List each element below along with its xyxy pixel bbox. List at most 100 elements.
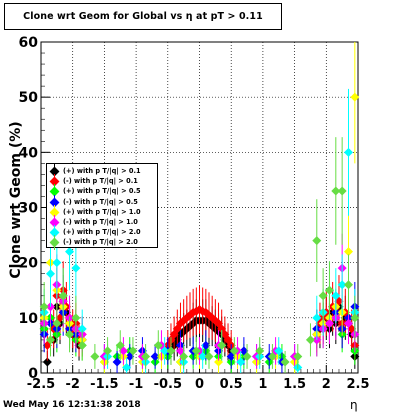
x-tick-label: -1.5 (90, 377, 118, 392)
y-axis-title: Clone wrt Geom (%) (8, 121, 24, 278)
x-tick-label: 1.5 (283, 377, 306, 392)
data-point (58, 291, 68, 301)
y-tick-label: 0 (28, 366, 38, 382)
data-point (153, 340, 163, 350)
legend: (+) with p T/|q| > 0.1 (-) with p T/|q| >… (46, 163, 158, 251)
series-8 (39, 137, 360, 373)
data-point (179, 351, 189, 361)
data-point (46, 269, 56, 279)
legend-label: (-) with p T/|q| > 0.5 (63, 197, 138, 206)
data-point (77, 340, 87, 350)
data-point (42, 357, 52, 367)
data-point (90, 351, 100, 361)
data-point (293, 351, 303, 361)
data-point (191, 346, 201, 356)
data-point (331, 186, 341, 196)
data-point (337, 280, 347, 290)
legend-label: (+) with p T/|q| > 1.0 (63, 207, 141, 216)
data-point (198, 351, 208, 361)
legend-entry: (-) with p T/|q| > 0.1 (47, 174, 157, 190)
data-point (242, 351, 252, 361)
data-point (115, 340, 125, 350)
data-point (65, 247, 75, 257)
legend-label: (+) with p T/|q| > 0.1 (63, 167, 141, 175)
data-point (150, 351, 160, 361)
x-tick-label: -2 (65, 377, 79, 392)
data-point (280, 357, 290, 367)
y-tick-label: 40 (19, 145, 39, 161)
data-point (204, 351, 214, 361)
legend-label: (+) with p T/|q| > 2.0 (63, 228, 141, 237)
y-tick-label: 10 (19, 311, 39, 327)
data-point (318, 291, 328, 301)
y-tick-label: 50 (19, 90, 39, 106)
x-tick-label: 2.5 (346, 377, 369, 392)
data-point (350, 92, 360, 102)
legend-entry: (-) with p T/|q| > 2.0 (47, 235, 157, 251)
data-point (312, 313, 322, 323)
data-point (122, 362, 132, 372)
data-point (343, 147, 353, 157)
data-point (312, 236, 322, 246)
data-point (214, 357, 224, 367)
data-point (141, 351, 151, 361)
legend-label: (-) with p T/|q| > 0.1 (63, 177, 138, 186)
x-tick-label: -1 (129, 377, 143, 392)
x-tick-label: -2.5 (27, 377, 55, 392)
legend-entry: (+) with p T/|q| > 1.0 (47, 204, 157, 220)
y-tick-label: 60 (19, 35, 39, 51)
x-axis-title: η (350, 398, 358, 412)
data-point (217, 340, 227, 350)
data-point (236, 357, 246, 367)
data-point (201, 340, 211, 350)
data-point (128, 346, 138, 356)
legend-entry: (+) with p T/|q| > 0.5 (47, 184, 157, 200)
data-point (71, 313, 81, 323)
x-tick-label: 2 (322, 377, 331, 392)
data-point (77, 324, 87, 334)
data-point (350, 313, 360, 323)
data-point (103, 346, 113, 356)
data-point (46, 335, 56, 345)
x-tick-label: 0.5 (220, 377, 243, 392)
data-point (39, 302, 49, 312)
x-tick-label: 0 (195, 377, 204, 392)
data-point (71, 263, 81, 273)
data-point (274, 346, 284, 356)
data-point (160, 346, 170, 356)
legend-label: (-) with p T/|q| > 1.0 (63, 218, 138, 226)
data-point (343, 247, 353, 257)
legend-label: (+) with p T/|q| > 0.5 (63, 187, 141, 196)
data-point (65, 329, 75, 339)
data-point (52, 318, 62, 328)
axes: -2.5 -2 -1.5 -1 -0.5 0 0.5 1 1.5 2 2.5 0 10 20 30 40 50 6… (19, 35, 370, 392)
data-point (255, 346, 265, 356)
chart-title: Clone wrt Geom for Global vs η at pT > 0… (23, 11, 263, 22)
data-point (305, 335, 315, 345)
legend-entry: (-) with p T/|q| > 0.5 (47, 194, 157, 210)
data-point (112, 357, 122, 367)
y-tick-label: 30 (19, 201, 39, 217)
legend-entry: (+) with p T/|q| > 2.0 (47, 225, 157, 241)
legend-marker (49, 237, 60, 248)
footer-timestamp: Wed May 16 12:31:38 2018 (3, 400, 141, 410)
data-point (343, 318, 353, 328)
data-point (324, 318, 334, 328)
data-point (337, 186, 347, 196)
y-tick-label: 20 (19, 256, 39, 272)
x-tick-label: -0.5 (154, 377, 182, 392)
data-point (166, 346, 176, 356)
data-point (331, 291, 341, 301)
data-point (324, 285, 334, 295)
chart-title-box: Clone wrt Geom for Global vs η at pT > 0… (4, 3, 282, 30)
data-points (39, 42, 360, 373)
x-tick-label: 1 (258, 377, 267, 392)
legend-entry: (-) with p T/|q| > 1.0 (47, 215, 157, 230)
data-point (343, 280, 353, 290)
data-point (229, 346, 239, 356)
legend-label: (-) with p T/|q| > 2.0 (63, 238, 138, 247)
data-point (267, 351, 277, 361)
data-point (52, 258, 62, 268)
legend-entry: (+) with p T/|q| > 0.1 (47, 164, 157, 179)
